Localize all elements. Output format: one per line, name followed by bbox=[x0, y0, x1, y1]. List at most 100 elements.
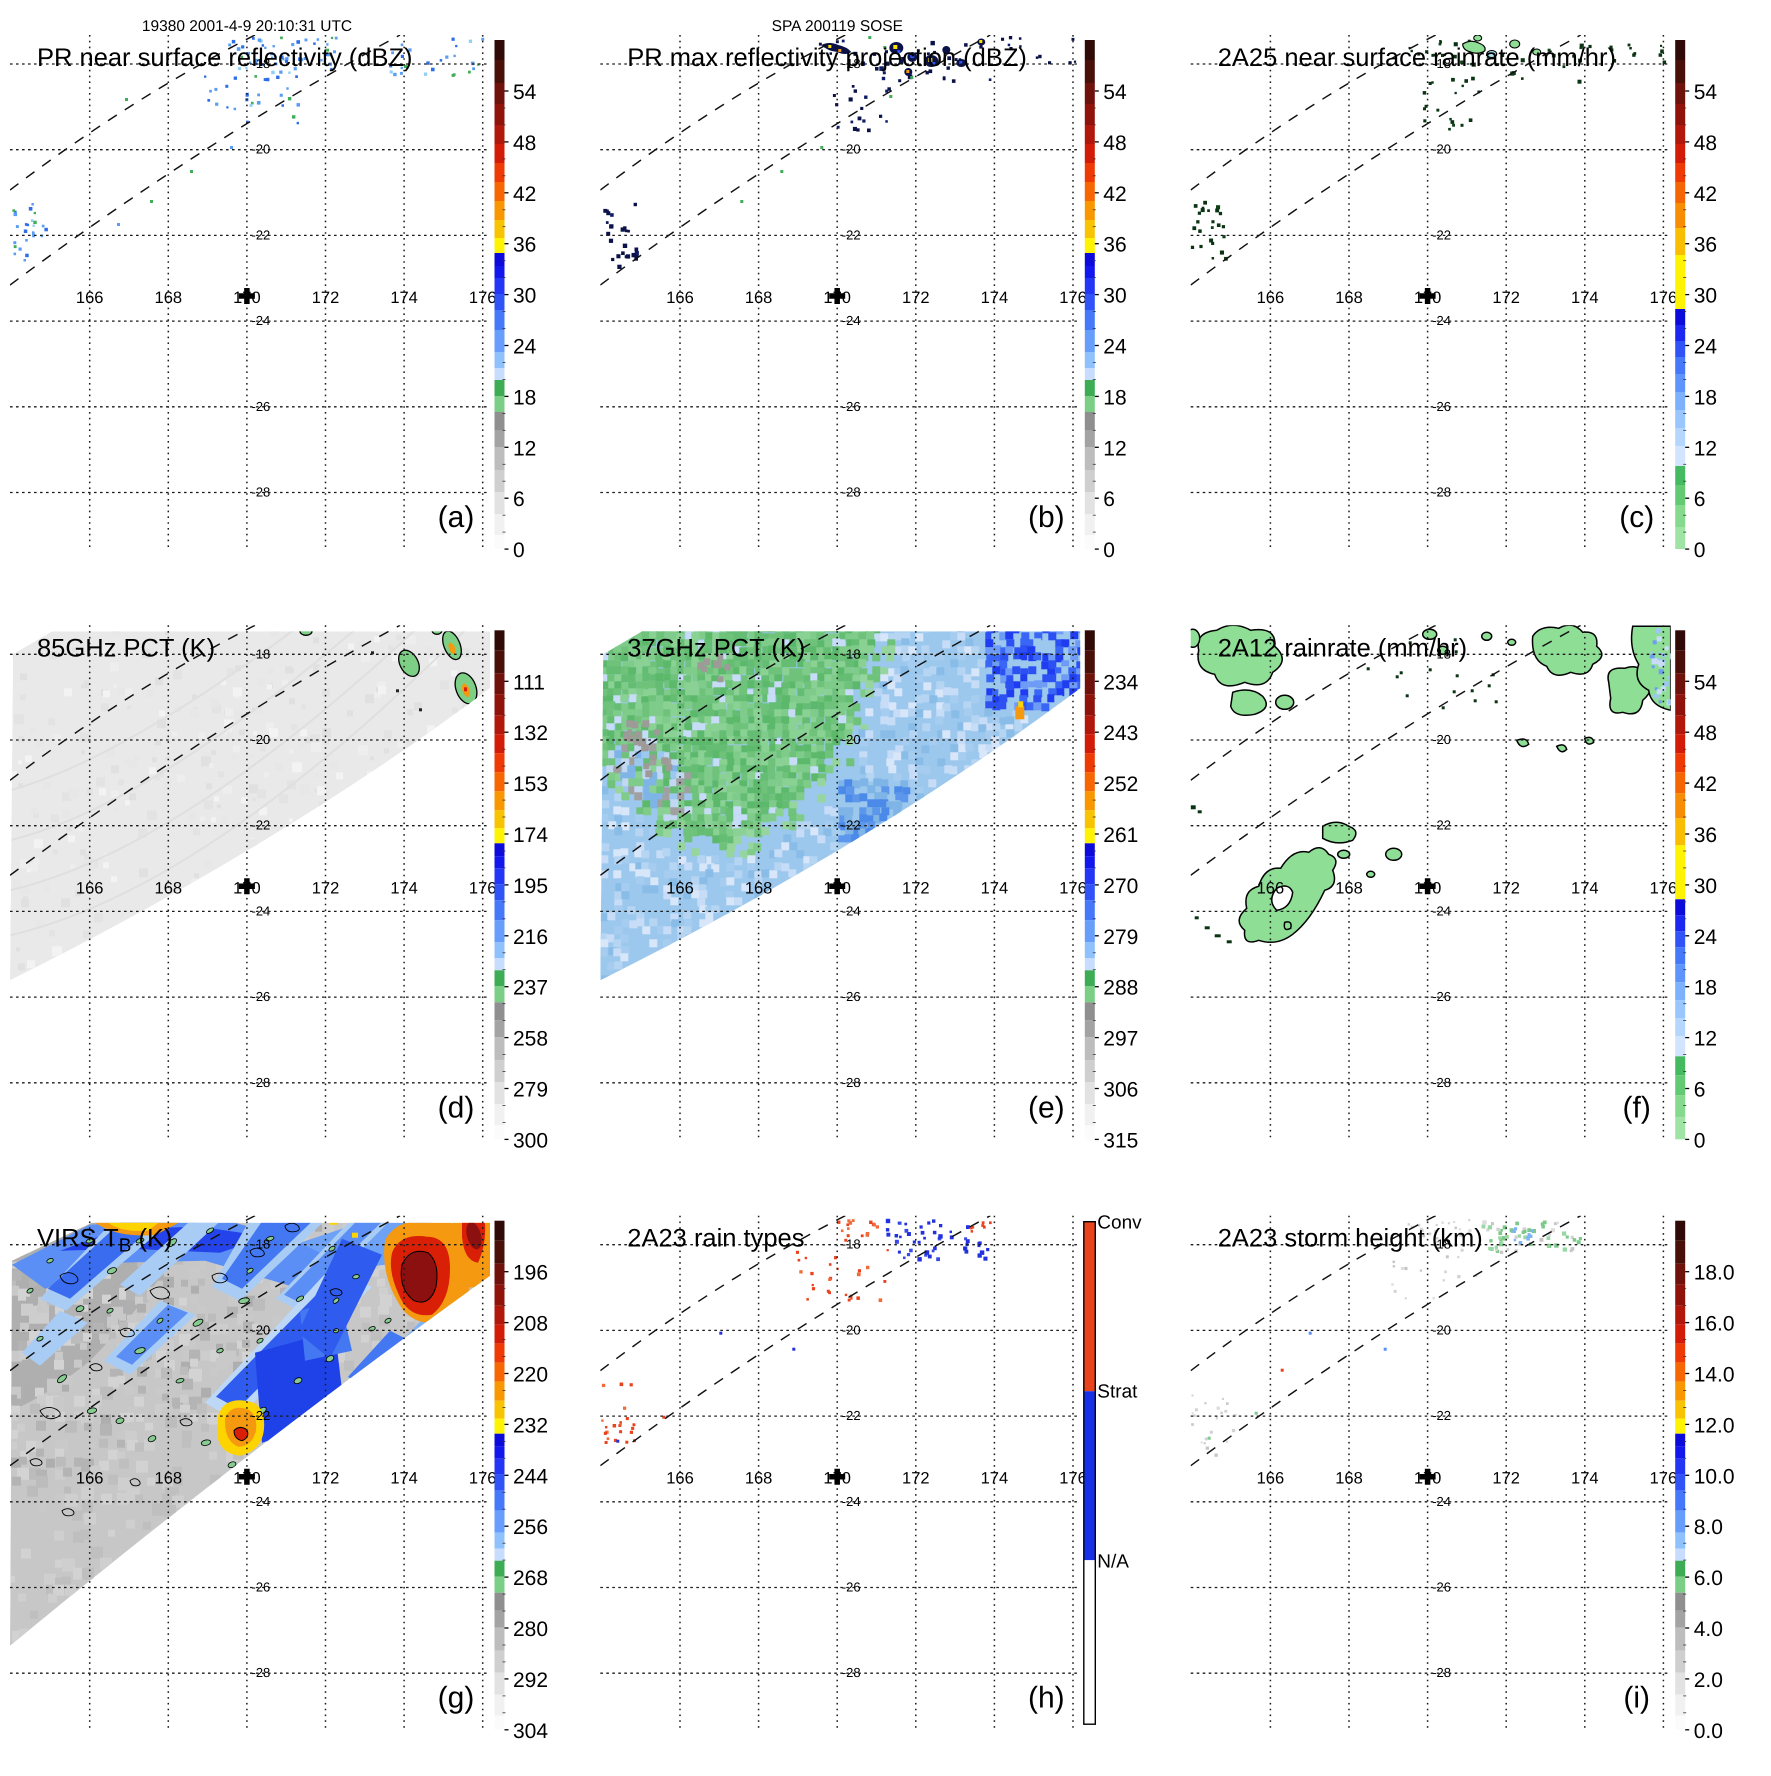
svg-text:-28: -28 bbox=[1432, 1665, 1451, 1680]
svg-text:232: 232 bbox=[513, 1414, 548, 1437]
svg-text:PR near surface reflectivity (: PR near surface reflectivity (dBZ) bbox=[37, 44, 413, 72]
svg-text:243: 243 bbox=[1103, 722, 1138, 745]
svg-text:-26: -26 bbox=[1432, 1580, 1451, 1595]
svg-text:-26: -26 bbox=[1432, 989, 1451, 1004]
svg-text:12: 12 bbox=[1694, 437, 1717, 460]
svg-text:-22: -22 bbox=[1432, 818, 1451, 833]
svg-text:176: 176 bbox=[1650, 289, 1678, 307]
svg-text:42: 42 bbox=[1694, 183, 1717, 206]
svg-text:-18: -18 bbox=[1432, 646, 1451, 661]
svg-text:-28: -28 bbox=[842, 1665, 861, 1680]
svg-text:166: 166 bbox=[76, 1470, 104, 1488]
svg-text:168: 168 bbox=[155, 879, 183, 897]
svg-text:-26: -26 bbox=[842, 989, 861, 1004]
svg-text:252: 252 bbox=[1103, 773, 1138, 796]
svg-text:(i): (i) bbox=[1623, 1682, 1650, 1715]
svg-text:30: 30 bbox=[1694, 875, 1717, 898]
svg-text:172: 172 bbox=[902, 879, 930, 897]
svg-text:54: 54 bbox=[1694, 671, 1718, 694]
svg-text:256: 256 bbox=[513, 1516, 548, 1539]
svg-text:24: 24 bbox=[1103, 336, 1127, 359]
svg-text:168: 168 bbox=[1335, 1470, 1363, 1488]
svg-text:-22: -22 bbox=[252, 227, 271, 242]
svg-text:18: 18 bbox=[1694, 977, 1717, 1000]
svg-text:292: 292 bbox=[513, 1669, 548, 1692]
svg-text:-22: -22 bbox=[1432, 1408, 1451, 1423]
svg-text:36: 36 bbox=[513, 234, 536, 257]
svg-text:-20: -20 bbox=[1432, 1322, 1451, 1337]
svg-text:111: 111 bbox=[513, 671, 545, 694]
svg-text:18.0: 18.0 bbox=[1694, 1262, 1735, 1285]
svg-text:174: 174 bbox=[1571, 879, 1599, 897]
svg-text:-18: -18 bbox=[252, 646, 271, 661]
svg-text:-18: -18 bbox=[1432, 1237, 1451, 1252]
svg-text:-22: -22 bbox=[252, 818, 271, 833]
svg-text:6.0: 6.0 bbox=[1694, 1567, 1723, 1590]
svg-text:-20: -20 bbox=[842, 142, 861, 157]
svg-text:0: 0 bbox=[1103, 539, 1115, 562]
svg-text:42: 42 bbox=[1694, 773, 1717, 796]
svg-text:-22: -22 bbox=[842, 1408, 861, 1423]
svg-text:-26: -26 bbox=[842, 1580, 861, 1595]
svg-text:6: 6 bbox=[1694, 488, 1706, 511]
svg-text:-18: -18 bbox=[1432, 56, 1451, 71]
svg-text:176: 176 bbox=[1059, 1470, 1087, 1488]
svg-text:176: 176 bbox=[1650, 1470, 1678, 1488]
svg-text:-18: -18 bbox=[252, 1237, 271, 1252]
svg-text:0: 0 bbox=[513, 539, 525, 562]
svg-text:208: 208 bbox=[513, 1313, 548, 1336]
svg-text:4.0: 4.0 bbox=[1694, 1618, 1723, 1641]
svg-text:48: 48 bbox=[1694, 132, 1717, 155]
svg-text:220: 220 bbox=[513, 1364, 548, 1387]
svg-text:-24: -24 bbox=[842, 903, 861, 918]
svg-text:176: 176 bbox=[469, 289, 497, 307]
svg-text:172: 172 bbox=[902, 289, 930, 307]
svg-text:6: 6 bbox=[1694, 1079, 1706, 1102]
svg-text:18: 18 bbox=[1694, 386, 1717, 409]
svg-text:(d): (d) bbox=[438, 1091, 475, 1124]
svg-text:N/A: N/A bbox=[1097, 1552, 1129, 1573]
svg-text:166: 166 bbox=[1257, 879, 1285, 897]
svg-text:-28: -28 bbox=[842, 1075, 861, 1090]
svg-text:-24: -24 bbox=[1432, 313, 1451, 328]
svg-text:18: 18 bbox=[513, 386, 536, 409]
svg-text:172: 172 bbox=[1492, 289, 1520, 307]
svg-text:306: 306 bbox=[1103, 1079, 1138, 1102]
svg-text:(h): (h) bbox=[1028, 1682, 1065, 1715]
svg-text:2A23 storm height (km): 2A23 storm height (km) bbox=[1218, 1225, 1483, 1253]
svg-text:-26: -26 bbox=[1432, 399, 1451, 414]
svg-text:174: 174 bbox=[1571, 289, 1599, 307]
svg-text:(a): (a) bbox=[438, 501, 475, 534]
svg-text:176: 176 bbox=[1059, 289, 1087, 307]
svg-text:153: 153 bbox=[513, 773, 548, 796]
svg-text:-20: -20 bbox=[1432, 142, 1451, 157]
svg-text:Conv: Conv bbox=[1097, 1213, 1142, 1234]
svg-text:258: 258 bbox=[513, 1028, 548, 1051]
svg-text:176: 176 bbox=[1059, 879, 1087, 897]
svg-text:174: 174 bbox=[981, 879, 1009, 897]
svg-text:42: 42 bbox=[1103, 183, 1126, 206]
svg-text:54: 54 bbox=[1694, 81, 1718, 104]
svg-text:288: 288 bbox=[1103, 977, 1138, 1000]
svg-text:36: 36 bbox=[1694, 234, 1717, 257]
svg-text:-28: -28 bbox=[1432, 1075, 1451, 1090]
svg-text:172: 172 bbox=[1492, 879, 1520, 897]
svg-text:176: 176 bbox=[469, 1470, 497, 1488]
svg-text:Strat: Strat bbox=[1097, 1382, 1138, 1403]
svg-text:-26: -26 bbox=[252, 1580, 271, 1595]
svg-text:279: 279 bbox=[513, 1079, 548, 1102]
svg-text:216: 216 bbox=[513, 926, 548, 949]
svg-text:166: 166 bbox=[666, 289, 694, 307]
svg-text:2A25 near surface rainrate (mm: 2A25 near surface rainrate (mm/hr) bbox=[1218, 44, 1616, 72]
svg-text:36: 36 bbox=[1103, 234, 1126, 257]
svg-text:12: 12 bbox=[1694, 1028, 1717, 1051]
svg-text:6: 6 bbox=[1103, 488, 1115, 511]
svg-text:174: 174 bbox=[981, 289, 1009, 307]
svg-text:10.0: 10.0 bbox=[1694, 1465, 1735, 1488]
svg-text:-20: -20 bbox=[1432, 732, 1451, 747]
svg-text:0: 0 bbox=[1694, 539, 1706, 562]
svg-text:VIRS TB (K): VIRS TB (K) bbox=[37, 1225, 172, 1257]
svg-text:172: 172 bbox=[312, 1470, 340, 1488]
svg-text:0.0: 0.0 bbox=[1694, 1720, 1723, 1743]
svg-text:172: 172 bbox=[312, 289, 340, 307]
